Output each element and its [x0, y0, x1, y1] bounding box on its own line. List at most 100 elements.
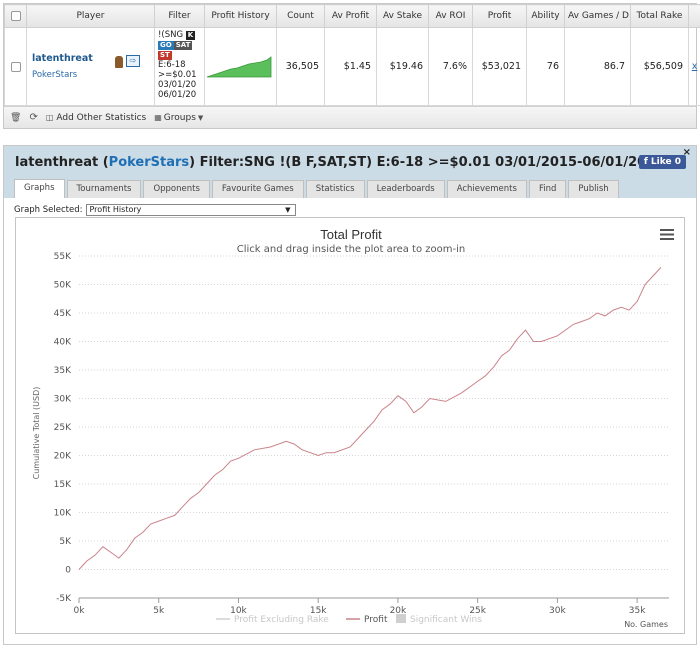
column-header-av-stake[interactable]: Av Stake [376, 4, 429, 28]
legend-item-profit[interactable]: Profit [346, 615, 388, 625]
x-tick-label: 10k [230, 606, 247, 616]
legend-item-profit-excluding-rake[interactable]: Profit Excluding Rake [216, 615, 329, 625]
filter-tag-st: ST [158, 51, 172, 60]
column-header-total-rake[interactable]: Total Rake [630, 4, 689, 28]
player-avatar-icon[interactable] [115, 56, 123, 68]
filter-line-2: 6-18 [166, 60, 186, 70]
profit-cell: $53,021 [472, 27, 527, 106]
column-header-av-roi[interactable]: Av ROI [428, 4, 473, 28]
add-other-statistics-label: Add Other Statistics [56, 112, 147, 123]
column-header-ability[interactable]: Ability [526, 4, 565, 28]
tab-graphs[interactable]: Graphs [14, 179, 65, 198]
column-header-av-games-day[interactable]: Av Games / D [564, 4, 631, 28]
av-profit-cell: $1.45 [324, 27, 377, 106]
trash-icon[interactable]: 🗑 [10, 112, 22, 123]
filter-tag-sat: SAT [173, 41, 193, 50]
add-other-statistics-button[interactable]: ◫ Add Other Statistics [46, 113, 146, 123]
sparkline-area [206, 55, 272, 77]
panel-filter-text: Filter:SNG !(B F,SAT,ST) E:6-18 >=$0.01 … [199, 154, 665, 170]
x-tick-label: 0k [74, 606, 86, 616]
chart-legend: Profit Excluding Rake Profit Significant… [216, 614, 482, 625]
player-name-link[interactable]: latenthreat [32, 53, 93, 64]
filter-line-4: 03/01/20 [158, 80, 197, 90]
tab-publish[interactable]: Publish [568, 180, 619, 198]
tab-achievements[interactable]: Achievements [446, 180, 527, 198]
profit-chart[interactable]: -5K 0 5K 10K 15K 20K 25K 30K 35K 40K 45K 50K 55K 0k 5… [16, 218, 686, 635]
av-roi-cell: 7.6% [428, 27, 473, 106]
row-select-cell[interactable] [4, 27, 27, 106]
total-rake-cell: $56,509 [630, 27, 689, 106]
count-cell: 36,505 [276, 27, 325, 106]
player-detail-panel: latenthreat (PokerStars) Filter:SNG !(B … [3, 145, 697, 645]
y-tick-label: 5K [59, 537, 72, 547]
graph-select-dropdown[interactable]: Profit History ▼ [85, 204, 296, 216]
tab-statistics[interactable]: Statistics [305, 180, 365, 198]
ability-cell: 76 [526, 27, 565, 106]
player-stats-panel: Player Filter Profit History Count Av Pr… [3, 3, 700, 129]
tab-leaderboards[interactable]: Leaderboards [366, 180, 445, 198]
add-icon: ◫ [45, 113, 54, 122]
chart-menu-icon[interactable] [660, 229, 674, 240]
filter-line-3: >=$0.01 [158, 70, 197, 80]
groups-label: Groups [163, 112, 196, 123]
column-header-filter[interactable]: Filter [154, 4, 205, 28]
player-site-link[interactable]: PokerStars [32, 70, 78, 80]
facebook-like-button[interactable]: f Like 0 [638, 155, 686, 169]
y-tick-label: 25K [54, 423, 72, 433]
column-header-count[interactable]: Count [276, 4, 325, 28]
legend-label-significant-wins: Significant Wins [410, 615, 482, 625]
remove-row-link[interactable]: x [688, 27, 700, 106]
legend-label-profit-excluding-rake: Profit Excluding Rake [234, 615, 329, 625]
chart-x-axis-label: No. Games [624, 620, 668, 629]
select-all-header[interactable] [4, 4, 27, 28]
chart-y-axis: -5K 0 5K 10K 15K 20K 25K 30K 35K 40K 45K 50K 55K [54, 252, 72, 604]
tab-opponents[interactable]: Opponents [143, 180, 210, 198]
column-header-profit[interactable]: Profit [472, 4, 527, 28]
graph-select-value: Profit History [89, 205, 142, 214]
graph-select-row: Graph Selected: Profit History ▼ [14, 204, 296, 216]
filter-line-1: !(SNG [158, 30, 184, 40]
tab-favourite-games[interactable]: Favourite Games [211, 180, 304, 198]
series-profit-line [78, 267, 662, 570]
player-cell: latenthreat PokerStars ⇨ [26, 27, 155, 106]
chart-container: -5K 0 5K 10K 15K 20K 25K 30K 35K 40K 45K 50K 55K 0k 5… [15, 217, 685, 634]
dropdown-arrow-icon: ▼ [285, 206, 291, 214]
panel-player-name: latenthreat [15, 154, 99, 170]
column-header-remove [688, 4, 700, 28]
y-tick-label: 35K [54, 366, 72, 376]
y-tick-label: 50K [54, 281, 72, 291]
export-icon[interactable]: ⇨ [126, 55, 140, 67]
facebook-icon: f [643, 157, 651, 167]
table-toolbar: 🗑 ⟳ ◫ Add Other Statistics ▦ Groups ▼ [4, 106, 696, 128]
select-all-checkbox[interactable] [10, 10, 21, 21]
profit-history-cell[interactable] [204, 27, 277, 106]
x-tick-label: 35k [629, 606, 646, 616]
filter-tag-go: GO [158, 41, 174, 50]
groups-icon: ▦ [154, 113, 162, 122]
x-tick-label: 25k [469, 606, 486, 616]
tabs-bar: Graphs Tournaments Opponents Favourite G… [4, 178, 696, 198]
column-header-profit-history[interactable]: Profit History [204, 4, 277, 28]
tab-find[interactable]: Find [528, 180, 567, 198]
profit-history-sparkline [206, 55, 272, 77]
like-label: Like 0 [650, 157, 681, 167]
x-tick-label: 20k [390, 606, 407, 616]
panel-site-link[interactable]: PokerStars [108, 154, 190, 170]
chart-gridlines [79, 255, 669, 599]
close-panel-button[interactable]: × [682, 147, 691, 158]
row-checkbox[interactable] [10, 61, 21, 72]
column-header-av-profit[interactable]: Av Profit [324, 4, 377, 28]
y-tick-label: -5K [56, 594, 72, 604]
panel-header: latenthreat (PokerStars) Filter:SNG !(B … [4, 146, 696, 178]
groups-dropdown[interactable]: ▦ Groups ▼ [154, 113, 203, 123]
y-tick-label: 40K [54, 338, 72, 348]
player-stats-table: Player Filter Profit History Count Av Pr… [4, 4, 700, 106]
y-tick-label: 0 [65, 566, 71, 576]
column-header-player[interactable]: Player [26, 4, 155, 28]
x-tick-label: 5k [153, 606, 165, 616]
chart-subtitle: Click and drag inside the plot area to z… [237, 244, 465, 255]
filter-tag-k: K [185, 31, 196, 40]
legend-item-significant-wins[interactable]: Significant Wins [396, 614, 482, 625]
tab-tournaments[interactable]: Tournaments [66, 180, 142, 198]
refresh-icon[interactable]: ⟳ [29, 112, 38, 123]
